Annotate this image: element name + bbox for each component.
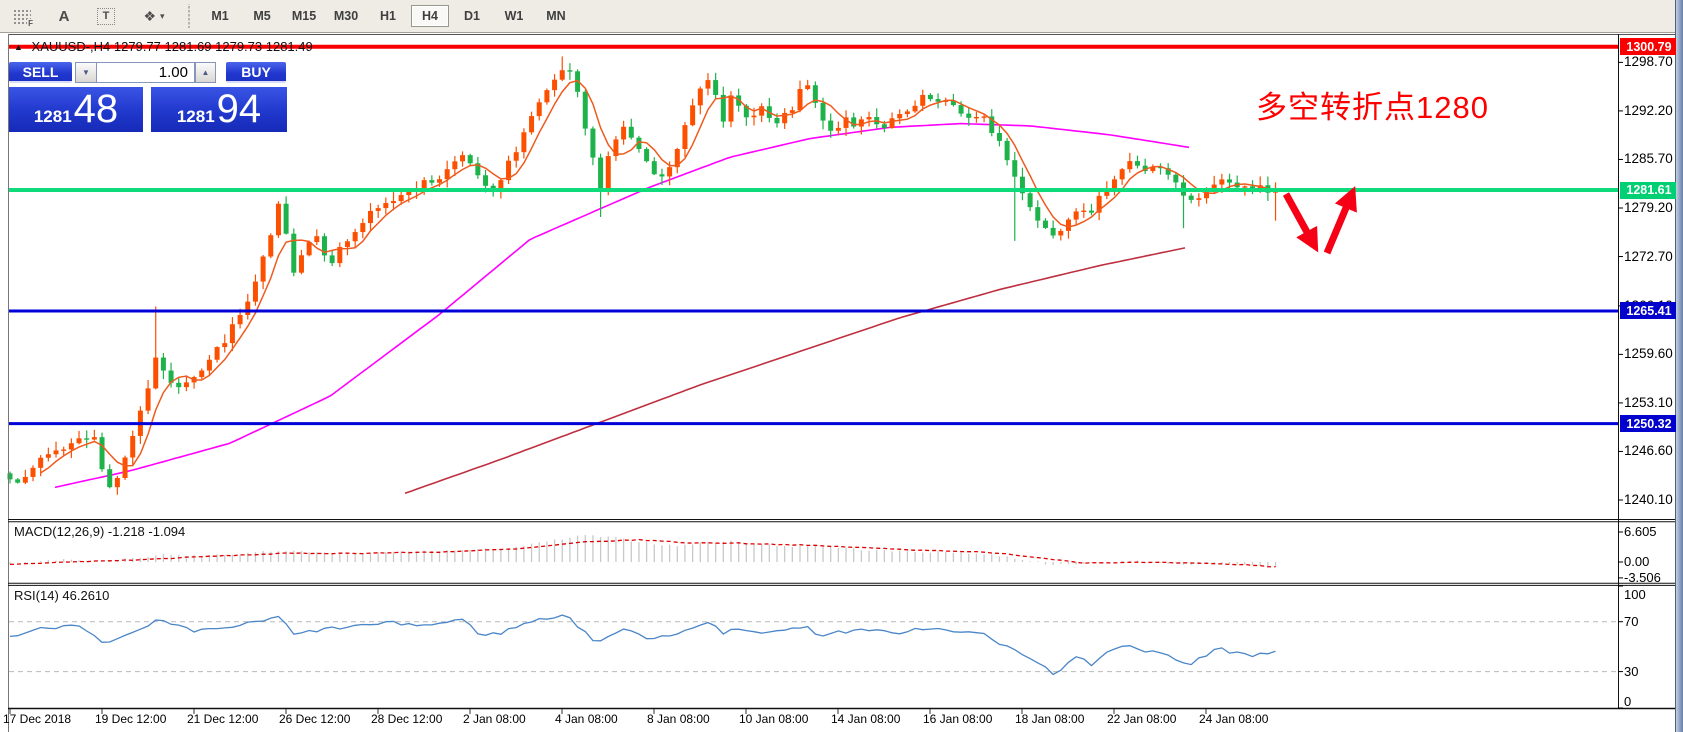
red-arrow-annotation (1282, 186, 1357, 255)
rsi-label: RSI(14) 46.2610 (14, 588, 110, 603)
chart-ohlc-header: ▲ XAUUSD-,H4 1279.77 1281.69 1279.73 128… (14, 39, 313, 54)
macd-axis-tick-label: 0.00 (1624, 554, 1650, 569)
rsi-axis-tick-label: 30 (1624, 663, 1639, 679)
panel-borders (8, 0, 1676, 732)
rsi-line (9, 614, 1276, 676)
price-level-badge: 1265.41 (1620, 302, 1678, 320)
rsi-axis-tick-label: 0 (1624, 694, 1632, 709)
text-label-a-icon[interactable]: A (58, 7, 70, 25)
bid-quote[interactable]: 1281 48 (9, 87, 143, 132)
shapes-tool-button[interactable]: ❖ ▾ (136, 5, 172, 27)
arrow-down-icon: ▼ (82, 68, 90, 77)
price-axis-tick-label: 1279.20 (1624, 199, 1673, 215)
price-axis-tick-label: 1240.10 (1624, 491, 1673, 507)
time-axis-label: 19 Dec 12:00 (95, 712, 167, 726)
time-axis-label: 21 Dec 12:00 (187, 712, 259, 726)
toolbar-icon-group: F A T ❖ ▾ (0, 5, 172, 28)
toolbar: F A T ❖ ▾ M1 M5 M15 M30 H1 H4 D1 W1 MN (0, 0, 1683, 33)
price-axis-tick-label: 1259.60 (1624, 346, 1673, 362)
price-axis-tick-label: 1298.70 (1624, 54, 1673, 70)
rsi-axis-tick-label: 70 (1624, 613, 1639, 629)
timeframe-button-M1[interactable]: M1 (211, 9, 229, 23)
ask-main-digits: 1281 (176, 107, 215, 126)
time-axis-label: 8 Jan 08:00 (647, 712, 710, 726)
textbox-t-icon[interactable]: T (94, 5, 118, 27)
time-axis-label: 16 Jan 08:00 (923, 712, 993, 726)
volume-increase-button[interactable]: ▲ (195, 62, 216, 83)
symbol-label: XAUUSD-,H4 (31, 39, 111, 54)
price-axis-tick-label: 1292.20 (1624, 102, 1673, 118)
price-axis-tick-label: 1246.60 (1624, 443, 1673, 459)
volume-decrease-button[interactable]: ▼ (75, 62, 96, 83)
chart-annotation-text: 多空转折点1280 (1256, 90, 1489, 125)
macd-axis-tick-label: 6.605 (1624, 524, 1657, 539)
price-axis-tick-label: 1285.70 (1624, 151, 1673, 167)
volume-input[interactable] (96, 62, 195, 83)
price-level-badge: 1300.79 (1620, 38, 1678, 56)
bid-main-digits: 1281 (33, 107, 72, 126)
chevron-down-icon: ▾ (160, 10, 165, 21)
macd-histogram (9, 534, 1277, 568)
bid-pips-digits: 48 (73, 87, 119, 131)
price-level-badge: 1281.61 (1620, 181, 1678, 199)
ohlc-values: 1279.77 1281.69 1279.73 1281.49 (113, 39, 313, 54)
timeframe-button-M15[interactable]: M15 (291, 9, 317, 23)
grid-f-icon[interactable]: F (10, 5, 34, 28)
price-axis-tick-label: 1272.70 (1624, 248, 1673, 264)
shapes-icon: ❖ (143, 7, 158, 24)
time-axis-label: 26 Dec 12:00 (279, 712, 351, 726)
time-axis-label: 18 Jan 08:00 (1015, 712, 1085, 726)
time-axis-label: 10 Jan 08:00 (739, 712, 809, 726)
ask-quote[interactable]: 1281 94 (151, 87, 287, 132)
arrow-up-icon: ▲ (201, 68, 210, 77)
ma-slow-line (404, 247, 1186, 495)
timeframe-button-H1[interactable]: H1 (380, 9, 396, 23)
timeframe-button-D1[interactable]: D1 (464, 9, 480, 23)
ask-pips-digits: 94 (216, 87, 262, 131)
collapse-triangle-icon: ▲ (14, 42, 23, 52)
axis-tick-marks (9, 61, 1623, 714)
timeframe-group: M1 M5 M15 M30 H1 H4 D1 W1 MN (201, 5, 575, 27)
time-axis-label: 2 Jan 08:00 (463, 712, 526, 726)
time-axis-label: 24 Jan 08:00 (1199, 712, 1269, 726)
time-axis-label: 17 Dec 2018 (3, 712, 72, 726)
dotted-grid-icon: F (13, 8, 33, 28)
sell-button[interactable]: SELL (9, 62, 72, 83)
timeframe-button-W1[interactable]: W1 (504, 9, 524, 23)
buy-button[interactable]: BUY (226, 62, 286, 83)
one-click-trading-panel: SELL ▼ ▲ BUY 1281 48 1281 94 (9, 62, 289, 132)
timeframe-button-M30[interactable]: M30 (333, 9, 359, 23)
macd-axis-tick-label: -3.506 (1624, 569, 1661, 585)
time-axis-label: 4 Jan 08:00 (555, 712, 618, 726)
time-axis-label: 22 Jan 08:00 (1107, 712, 1177, 726)
macd-label: MACD(12,26,9) -1.218 -1.094 (14, 524, 186, 539)
rsi-level-lines (9, 621, 1618, 673)
trade-controls-row: SELL ▼ ▲ BUY (9, 62, 289, 83)
rsi-axis-tick-label: 100 (1624, 587, 1646, 602)
timeframe-button-M5[interactable]: M5 (253, 9, 271, 23)
ma-fast-line (40, 79, 1276, 474)
price-level-badge: 1250.32 (1620, 415, 1678, 433)
macd-signal-line (9, 538, 1276, 568)
timeframe-button-H4[interactable]: H4 (411, 5, 449, 27)
ma-mid-line (54, 122, 1190, 489)
vertical-scrollbar[interactable] (1676, 0, 1683, 732)
time-axis-label: 28 Dec 12:00 (371, 712, 443, 726)
timeframe-button-MN[interactable]: MN (546, 9, 566, 23)
quote-row: 1281 48 1281 94 (9, 87, 289, 132)
toolbar-separator (186, 4, 191, 28)
time-axis-label: 14 Jan 08:00 (831, 712, 901, 726)
price-axis-tick-label: 1253.10 (1624, 394, 1673, 410)
